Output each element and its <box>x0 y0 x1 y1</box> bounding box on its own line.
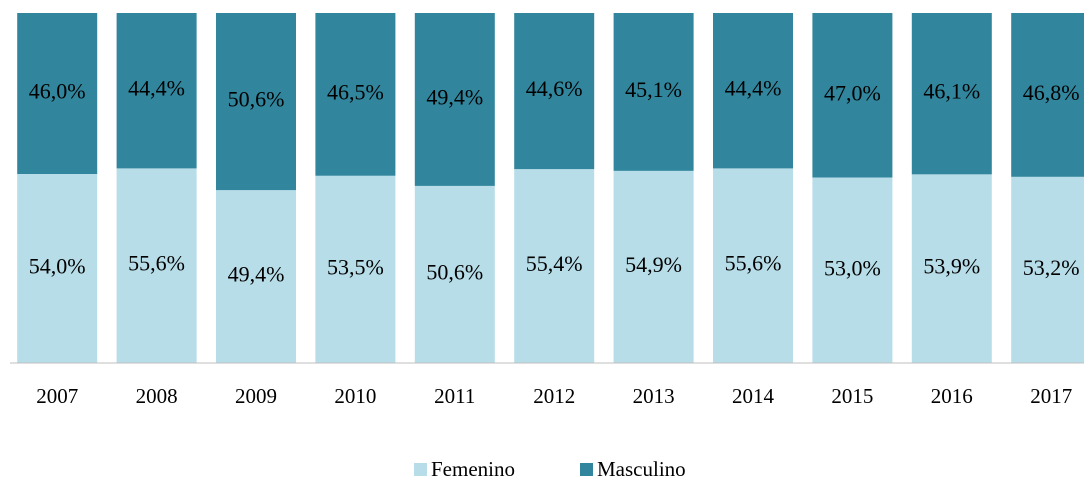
bar-segment <box>17 13 98 174</box>
bar-segment <box>713 168 793 363</box>
bar-segment <box>911 13 992 175</box>
bar-segment <box>17 174 98 363</box>
x-tick-label: 2010 <box>334 384 376 408</box>
data-label: 54,0% <box>29 254 86 279</box>
bar-segment <box>216 190 296 363</box>
bar-segment <box>812 13 893 178</box>
bar-segment <box>514 169 595 363</box>
data-label: 55,4% <box>526 251 583 276</box>
data-label: 53,2% <box>1023 255 1080 280</box>
data-label: 53,0% <box>824 255 881 280</box>
bar-segment <box>812 177 893 363</box>
x-tick-label: 2014 <box>732 384 775 408</box>
bar-segment <box>713 13 793 169</box>
data-label: 49,4% <box>228 262 285 287</box>
x-tick-label: 2017 <box>1030 384 1072 408</box>
bar-segment <box>116 168 197 363</box>
data-label: 44,4% <box>725 76 782 101</box>
bar-segment <box>613 170 694 363</box>
x-tick-label: 2012 <box>533 384 575 408</box>
bar-segment <box>613 13 694 171</box>
x-tick-label: 2015 <box>831 384 873 408</box>
data-label: 46,8% <box>1023 80 1080 105</box>
bar-segment <box>1011 13 1084 177</box>
x-tick-label: 2007 <box>36 384 78 408</box>
data-label: 47,0% <box>824 80 881 105</box>
data-label: 45,1% <box>625 77 682 102</box>
legend-label: Masculino <box>597 457 686 481</box>
data-label: 46,0% <box>29 79 86 104</box>
data-label: 55,6% <box>725 251 782 276</box>
x-tick-label: 2013 <box>633 384 675 408</box>
x-tick-label: 2009 <box>235 384 277 408</box>
data-label: 50,6% <box>426 259 483 284</box>
data-label: 53,9% <box>923 254 980 279</box>
bar-segment <box>414 13 495 186</box>
legend-label: Femenino <box>431 457 515 481</box>
x-tick-label: 2011 <box>434 384 475 408</box>
data-label: 44,4% <box>128 76 185 101</box>
bar-segment <box>315 175 396 363</box>
legend-swatch <box>580 463 593 476</box>
bar-segment <box>116 13 197 169</box>
bar-segment <box>414 185 495 363</box>
data-label: 53,5% <box>327 254 384 279</box>
data-label: 44,6% <box>526 76 583 101</box>
data-label: 46,5% <box>327 79 384 104</box>
legend-swatch <box>414 463 427 476</box>
data-label: 46,1% <box>923 79 980 104</box>
bar-segment <box>911 174 992 363</box>
data-label: 50,6% <box>228 87 285 112</box>
data-label: 54,9% <box>625 252 682 277</box>
bar-segment <box>514 13 595 170</box>
bar-segment <box>1011 176 1084 363</box>
x-tick-label: 2008 <box>136 384 178 408</box>
data-label: 49,4% <box>426 84 483 109</box>
data-label: 55,6% <box>128 251 185 276</box>
bar-segment <box>216 13 296 191</box>
bar-segment <box>315 13 396 176</box>
x-tick-label: 2016 <box>931 384 973 408</box>
